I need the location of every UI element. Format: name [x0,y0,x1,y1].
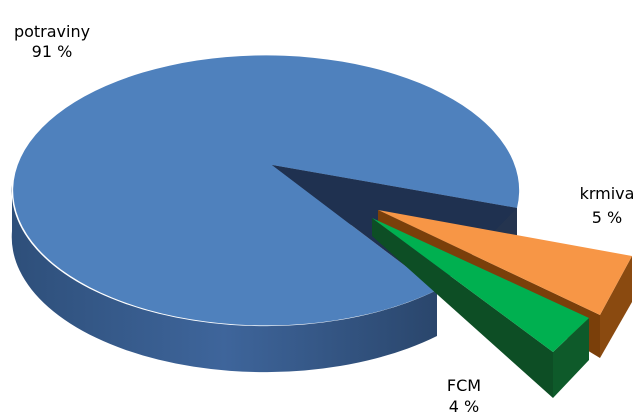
fcm-inner-wall [372,218,553,398]
label-fcm: FCM 4 % [447,376,481,416]
potraviny-top [13,55,520,326]
potraviny-side [11,185,438,373]
label-krmiva-name: krmiva [580,184,635,203]
label-fcm-name: FCM [447,376,481,395]
label-fcm-value: 4 % [449,397,479,416]
label-potraviny-name: potraviny [14,22,90,41]
label-krmiva: krmiva 5 % [580,184,635,227]
fcm-top [372,218,589,352]
label-potraviny-value: 91 % [32,42,73,61]
krmiva-side [600,256,632,358]
pie-slice-potraviny [11,55,520,373]
fcm-side [553,318,589,398]
label-potraviny: potraviny 91 % [14,22,90,61]
pie-slice-fcm [372,218,589,398]
krmiva-top [378,210,632,315]
label-krmiva-value: 5 % [592,208,622,227]
